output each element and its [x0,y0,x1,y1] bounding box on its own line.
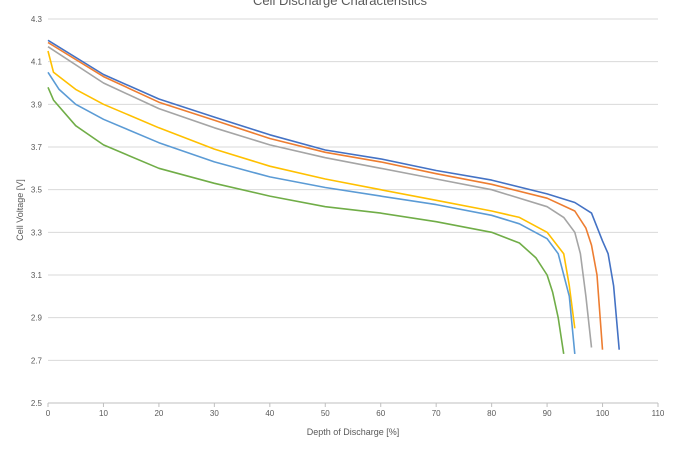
series-line-6 [47,86,565,355]
y-tick-label: 4.3 [31,15,43,24]
series-line-1 [47,39,620,350]
x-axis-label: Depth of Discharge [%] [306,427,400,437]
y-axis-label: Cell Voltage [V] [15,179,25,241]
series-line-4 [47,50,576,329]
y-tick-label: 2.5 [31,399,43,408]
x-tick-label: 30 [210,409,219,418]
x-tick-label: 70 [432,409,441,418]
x-tick-label: 0 [46,409,51,418]
series-line-3 [47,46,593,348]
x-tick-label: 10 [99,409,108,418]
y-tick-label: 2.7 [31,356,43,365]
x-tick-label: 60 [376,409,385,418]
y-tick-label: 4.1 [31,58,43,67]
y-tick-label: 3.1 [31,271,43,280]
y-tick-label: 3.5 [31,186,43,195]
y-tick-label: 3.7 [31,143,43,152]
y-tick-label: 2.9 [31,314,43,323]
series-line-5 [47,71,576,354]
y-tick-label: 3.9 [31,100,43,109]
x-tick-label: 20 [154,409,163,418]
x-tick-label: 90 [543,409,552,418]
x-tick-label: 50 [321,409,330,418]
y-tick-label: 3.3 [31,228,43,237]
x-tick-label: 40 [265,409,274,418]
chart-title: Cell Discharge Characteristics [252,0,428,8]
x-tick-label: 80 [487,409,496,418]
x-tick-label: 110 [652,409,665,418]
series-line-2 [47,41,604,350]
x-tick-label: 100 [596,409,610,418]
